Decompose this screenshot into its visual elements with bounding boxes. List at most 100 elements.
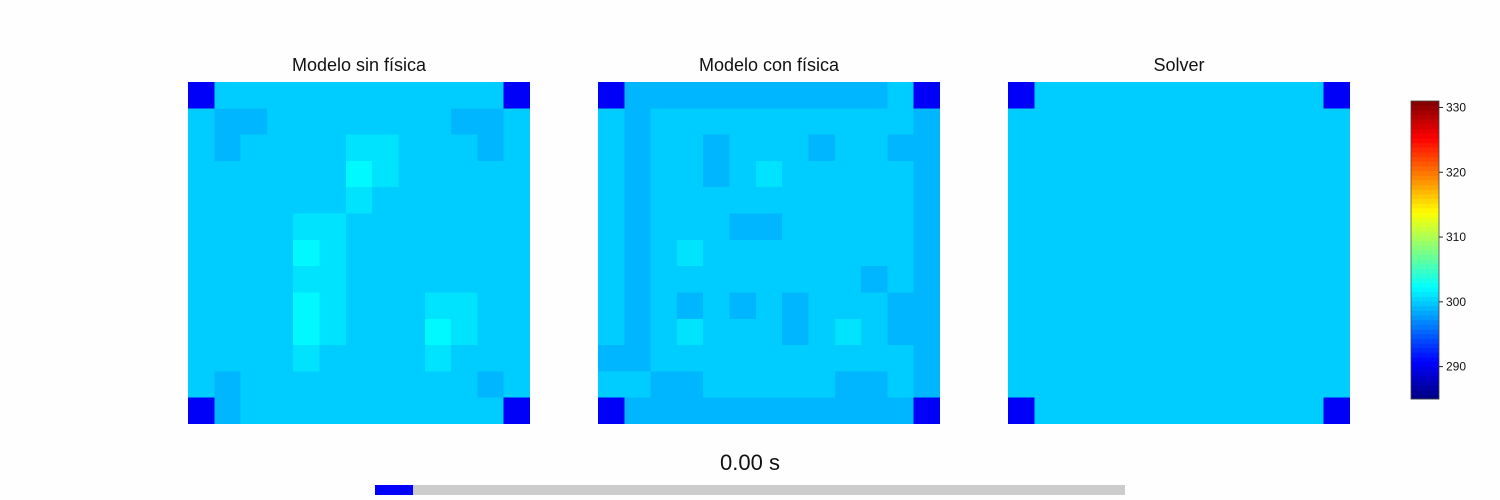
heatmap-cell [503, 266, 530, 293]
heatmap-cell [1244, 318, 1272, 346]
heatmap-cell [703, 292, 730, 320]
heatmap-cell [1165, 213, 1193, 241]
heatmap-cell [398, 160, 426, 188]
heatmap-cell [1323, 134, 1350, 162]
heatmap-cell [319, 292, 347, 320]
colorbar-segment [1411, 189, 1439, 195]
heatmap-cell [598, 134, 625, 162]
heatmap-cell [398, 187, 426, 214]
heatmap-cell [1086, 397, 1114, 424]
heatmap-cell [398, 213, 426, 241]
heatmap-cell [1113, 108, 1140, 136]
heatmap-cell [1113, 318, 1140, 346]
heatmap-cell [1008, 371, 1035, 399]
heatmap-cell [913, 318, 940, 346]
heatmap-cell [424, 266, 452, 293]
panel-title-con-fisica: Modelo con física [698, 55, 840, 75]
heatmap-cell [1165, 266, 1193, 293]
heatmap-cell [755, 213, 783, 241]
colorbar-segment [1411, 394, 1439, 400]
heatmap-cell [1008, 397, 1035, 424]
heatmap-cell [703, 345, 730, 372]
heatmap-cell [266, 292, 294, 320]
heatmap-cell [1060, 213, 1088, 241]
heatmap-cell [266, 160, 294, 188]
heatmap-cell [913, 134, 940, 162]
heatmap-cell [503, 134, 530, 162]
heatmap-cell [214, 345, 242, 372]
heatmap-cell [887, 345, 915, 372]
heatmap-cell [624, 213, 652, 241]
heatmap-cell [1244, 345, 1272, 372]
panel-title-solver: Solver [1153, 55, 1205, 75]
heatmap-cell [834, 213, 862, 241]
heatmap-cell [729, 371, 757, 399]
heatmap-cell [240, 187, 268, 214]
heatmap-cell [1271, 397, 1298, 424]
heatmap-cell [1297, 160, 1325, 188]
heatmap-cell [1192, 82, 1219, 109]
heatmap-cell [1060, 345, 1088, 372]
heatmap-cell [598, 187, 625, 214]
heatmap-cell [477, 397, 505, 424]
heatmap-cell [913, 213, 940, 241]
heatmap-cell [1034, 266, 1062, 293]
heatmap-cell [188, 108, 215, 136]
heatmap-cell [1271, 108, 1298, 136]
heatmap-cell [1165, 318, 1193, 346]
colorbar-frame [1410, 100, 1440, 400]
heatmap-cell [1218, 318, 1246, 346]
heatmap-cell [1323, 318, 1350, 346]
heatmap-cell [913, 266, 940, 293]
colorbar-segment [1411, 110, 1439, 116]
colorbar-segment [1411, 291, 1439, 297]
heatmap-cell [650, 318, 678, 346]
heatmap-cell [1297, 239, 1325, 267]
heatmap-cell [834, 371, 862, 399]
heatmap-cell [503, 292, 530, 320]
heatmap-cell [676, 160, 704, 188]
heatmap-cell [477, 187, 505, 214]
heatmap-cell [861, 397, 888, 424]
heatmap-cell [1323, 292, 1350, 320]
heatmap-cell [451, 82, 478, 109]
heatmap-cell [214, 213, 242, 241]
heatmap-cell [188, 266, 215, 293]
heatmap-cell [240, 108, 268, 136]
heatmap-cell [1060, 266, 1088, 293]
heatmap-cell [913, 108, 940, 136]
heatmap-cell [1008, 292, 1035, 320]
heatmap-cell [240, 318, 268, 346]
heatmap-cell [755, 371, 783, 399]
heatmap-cell [188, 371, 215, 399]
heatmap-cell [451, 187, 478, 214]
colorbar-segment [1411, 366, 1439, 372]
heatmap-cell [1008, 134, 1035, 162]
heatmap-cell [398, 318, 426, 346]
heatmap-cell [1271, 82, 1298, 109]
heatmap-cell [650, 213, 678, 241]
heatmap-cell [477, 160, 505, 188]
colorbar-segment [1411, 180, 1439, 186]
heatmap-cell [451, 371, 478, 399]
heatmap-cell [188, 134, 215, 162]
heatmap-cell [676, 239, 704, 267]
heatmap-cell [887, 371, 915, 399]
colorbar-segment [1411, 361, 1439, 367]
heatmap-cell [1165, 292, 1193, 320]
heatmap-cell [1113, 371, 1140, 399]
heatmap-cell [808, 187, 836, 214]
heatmap-cell [624, 82, 652, 109]
heatmap-cell [887, 187, 915, 214]
heatmap-cell [861, 345, 888, 372]
colorbar-segment [1411, 333, 1439, 339]
animation-progress-slider[interactable] [375, 485, 1125, 495]
heatmap-cell [424, 345, 452, 372]
heatmap-cell [834, 82, 862, 109]
heatmap-cell [293, 187, 320, 214]
heatmap-cell [808, 266, 836, 293]
heatmap-cell [598, 108, 625, 136]
heatmap-cell [729, 345, 757, 372]
colorbar-segment [1411, 184, 1439, 190]
heatmap-cell [345, 266, 373, 293]
